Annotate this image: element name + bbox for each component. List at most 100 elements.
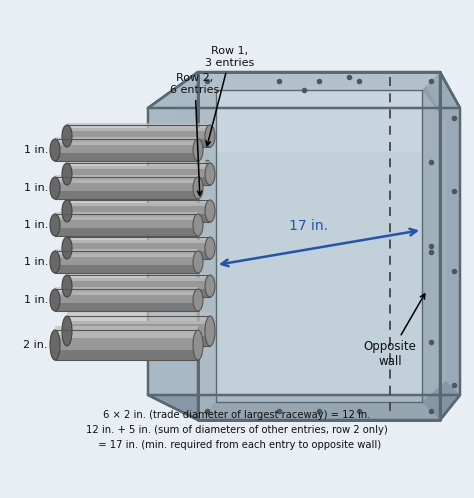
Polygon shape bbox=[422, 72, 460, 122]
Bar bbox=[55, 287, 198, 295]
Polygon shape bbox=[148, 72, 460, 108]
Bar bbox=[55, 177, 198, 199]
Bar bbox=[67, 198, 210, 206]
Ellipse shape bbox=[62, 125, 72, 147]
Bar bbox=[55, 330, 198, 360]
Ellipse shape bbox=[50, 139, 60, 161]
Bar bbox=[55, 217, 198, 228]
Bar bbox=[67, 136, 210, 147]
Bar bbox=[67, 125, 210, 147]
Polygon shape bbox=[198, 402, 440, 420]
Ellipse shape bbox=[205, 163, 215, 185]
Polygon shape bbox=[422, 72, 440, 420]
Ellipse shape bbox=[62, 316, 72, 346]
Bar bbox=[55, 142, 198, 153]
Ellipse shape bbox=[205, 316, 215, 346]
Bar bbox=[67, 235, 210, 243]
Bar bbox=[55, 292, 198, 303]
Bar bbox=[55, 249, 198, 257]
Bar bbox=[55, 212, 198, 220]
Bar bbox=[67, 123, 210, 131]
Text: Row 1,
3 entries: Row 1, 3 entries bbox=[205, 46, 255, 145]
Ellipse shape bbox=[50, 330, 60, 360]
Bar bbox=[55, 139, 198, 161]
Bar bbox=[67, 273, 210, 281]
Ellipse shape bbox=[62, 163, 72, 185]
Text: = 17 in. (min. required from each entry to opposite wall): = 17 in. (min. required from each entry … bbox=[92, 440, 382, 450]
Ellipse shape bbox=[193, 330, 203, 360]
Ellipse shape bbox=[193, 289, 203, 311]
Bar bbox=[55, 175, 198, 183]
Bar bbox=[67, 321, 210, 336]
Ellipse shape bbox=[50, 289, 60, 311]
Bar bbox=[67, 203, 210, 214]
Polygon shape bbox=[198, 72, 440, 420]
Polygon shape bbox=[422, 381, 460, 420]
Bar bbox=[55, 300, 198, 311]
Bar bbox=[55, 262, 198, 273]
Bar bbox=[55, 150, 198, 161]
Bar bbox=[55, 254, 198, 265]
Ellipse shape bbox=[205, 237, 215, 259]
Polygon shape bbox=[216, 90, 422, 402]
Bar bbox=[67, 275, 210, 297]
Polygon shape bbox=[148, 72, 212, 122]
Ellipse shape bbox=[62, 200, 72, 222]
Ellipse shape bbox=[193, 139, 203, 161]
Polygon shape bbox=[148, 72, 198, 420]
Polygon shape bbox=[198, 72, 216, 420]
Polygon shape bbox=[148, 395, 460, 420]
Polygon shape bbox=[198, 72, 440, 90]
Ellipse shape bbox=[193, 251, 203, 273]
Text: 17 in.: 17 in. bbox=[290, 219, 328, 233]
Bar bbox=[67, 312, 210, 324]
Bar bbox=[67, 237, 210, 259]
Ellipse shape bbox=[62, 237, 72, 259]
Ellipse shape bbox=[50, 214, 60, 236]
Bar bbox=[67, 240, 210, 251]
Polygon shape bbox=[440, 72, 460, 420]
Bar bbox=[67, 286, 210, 297]
Text: 1 in.: 1 in. bbox=[24, 183, 48, 193]
Bar bbox=[67, 316, 210, 346]
Text: Opposite
wall: Opposite wall bbox=[364, 294, 425, 368]
Bar bbox=[67, 163, 210, 185]
Polygon shape bbox=[426, 72, 460, 122]
Bar bbox=[55, 188, 198, 199]
Ellipse shape bbox=[50, 177, 60, 199]
Ellipse shape bbox=[205, 125, 215, 147]
Bar bbox=[67, 161, 210, 169]
Bar bbox=[55, 180, 198, 191]
Ellipse shape bbox=[193, 177, 203, 199]
Bar bbox=[67, 166, 210, 177]
Ellipse shape bbox=[205, 200, 215, 222]
Bar bbox=[55, 289, 198, 311]
Bar bbox=[67, 200, 210, 222]
Text: 1 in.: 1 in. bbox=[24, 220, 48, 230]
Ellipse shape bbox=[62, 275, 72, 297]
Bar bbox=[55, 335, 198, 350]
Ellipse shape bbox=[193, 214, 203, 236]
Ellipse shape bbox=[205, 275, 215, 297]
Text: 1 in.: 1 in. bbox=[24, 145, 48, 155]
Bar bbox=[55, 251, 198, 273]
Polygon shape bbox=[198, 72, 440, 152]
Bar bbox=[55, 214, 198, 236]
Polygon shape bbox=[198, 72, 440, 86]
Bar bbox=[55, 137, 198, 145]
Bar bbox=[67, 211, 210, 222]
Text: 1 in.: 1 in. bbox=[24, 295, 48, 305]
Bar bbox=[67, 174, 210, 185]
Text: 6 × 2 in. (trade diameter of largest raceway) = 12 in.: 6 × 2 in. (trade diameter of largest rac… bbox=[103, 410, 371, 420]
Bar bbox=[67, 128, 210, 139]
Text: 12 in. + 5 in. (sum of diameters of other entries, row 2 only): 12 in. + 5 in. (sum of diameters of othe… bbox=[86, 425, 388, 435]
Bar bbox=[55, 326, 198, 338]
Text: Row 2,
6 entries: Row 2, 6 entries bbox=[170, 73, 219, 196]
Bar bbox=[67, 331, 210, 346]
Bar bbox=[67, 278, 210, 289]
Polygon shape bbox=[422, 90, 446, 402]
Text: 2 in.: 2 in. bbox=[24, 340, 48, 350]
Bar bbox=[67, 248, 210, 259]
Bar bbox=[55, 345, 198, 360]
Ellipse shape bbox=[50, 251, 60, 273]
